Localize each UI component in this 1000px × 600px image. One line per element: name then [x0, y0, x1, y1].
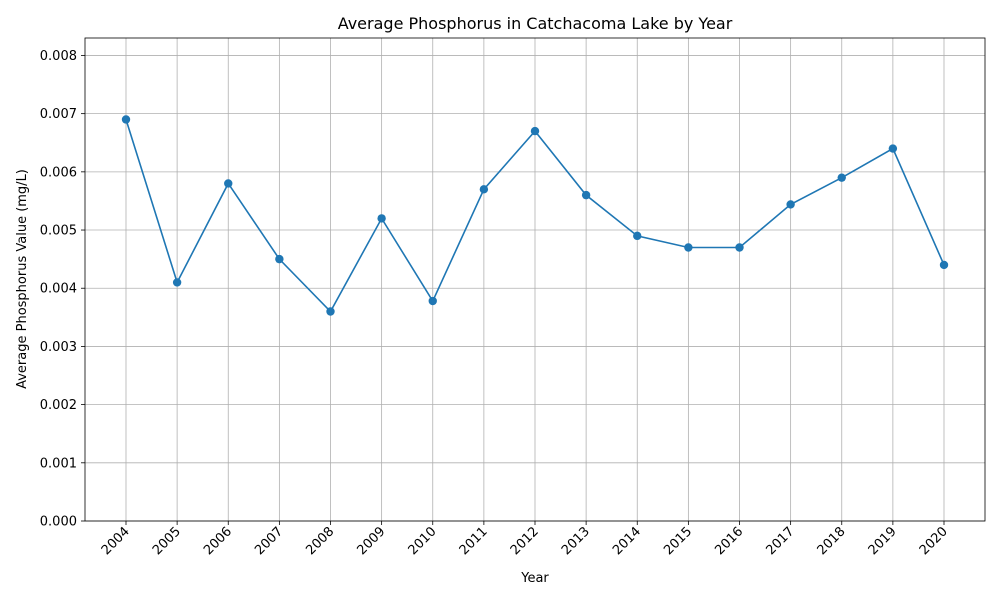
y-tick-label: 0.003: [40, 340, 77, 355]
data-point: [530, 126, 540, 136]
plot-area-frame: [84, 37, 986, 522]
x-tick-label: 2013: [559, 524, 593, 558]
x-tick-label: 2018: [815, 524, 849, 558]
data-point: [224, 179, 233, 188]
series-layer: [121, 115, 949, 316]
data-point: [837, 173, 846, 182]
data-point: [888, 144, 898, 153]
y-tick-label: 0.008: [40, 49, 77, 64]
y-tick-label: 0.007: [40, 107, 77, 122]
data-point: [786, 200, 795, 209]
x-tick-label: 2019: [866, 524, 900, 558]
data-point: [275, 254, 284, 264]
y-tick-label: 0.006: [40, 165, 77, 180]
x-tick-label: 2007: [252, 524, 286, 558]
data-point: [735, 243, 744, 252]
x-axis-label: Year: [520, 571, 549, 586]
data-point: [939, 260, 949, 270]
x-tick-label: 2015: [661, 524, 695, 558]
data-point: [121, 115, 131, 124]
x-tick-label: 2010: [406, 524, 440, 558]
y-tick-label: 0.005: [40, 224, 77, 239]
data-point: [633, 231, 642, 241]
data-point: [377, 214, 386, 223]
x-tick-label: 2008: [303, 524, 337, 558]
y-tick-label: 0.002: [40, 398, 77, 413]
x-tick-label: 2017: [763, 524, 797, 558]
y-tick-label: 0.001: [40, 456, 77, 471]
data-point: [581, 190, 591, 200]
x-tick-label: 2012: [508, 524, 542, 558]
data-point: [479, 185, 489, 194]
x-tick-label: 2011: [457, 524, 491, 558]
x-tick-label: 2020: [917, 524, 951, 558]
y-tick-label: 0.004: [40, 282, 77, 297]
y-tick-label: 0.000: [40, 515, 77, 530]
tick-layer: 0.000 0.001 0.002 0.003 0.004 0.005 0.006 0.007…: [40, 49, 951, 558]
data-point: [326, 307, 335, 316]
chart-title: Average Phosphorus in Catchacoma Lake by…: [338, 14, 733, 33]
data-point: [172, 278, 182, 287]
x-tick-label: 2009: [354, 524, 388, 558]
x-tick-label: 2005: [150, 524, 184, 558]
data-point: [428, 296, 437, 306]
x-tick-label: 2006: [201, 524, 235, 558]
data-point: [684, 243, 693, 252]
y-axis-label: Average Phosphorus Value (mg/L): [15, 169, 30, 389]
x-tick-label: 2004: [99, 524, 133, 558]
grid-layer: [85, 38, 985, 522]
x-tick-label: 2014: [610, 524, 644, 558]
x-tick-label: 2016: [712, 524, 746, 558]
